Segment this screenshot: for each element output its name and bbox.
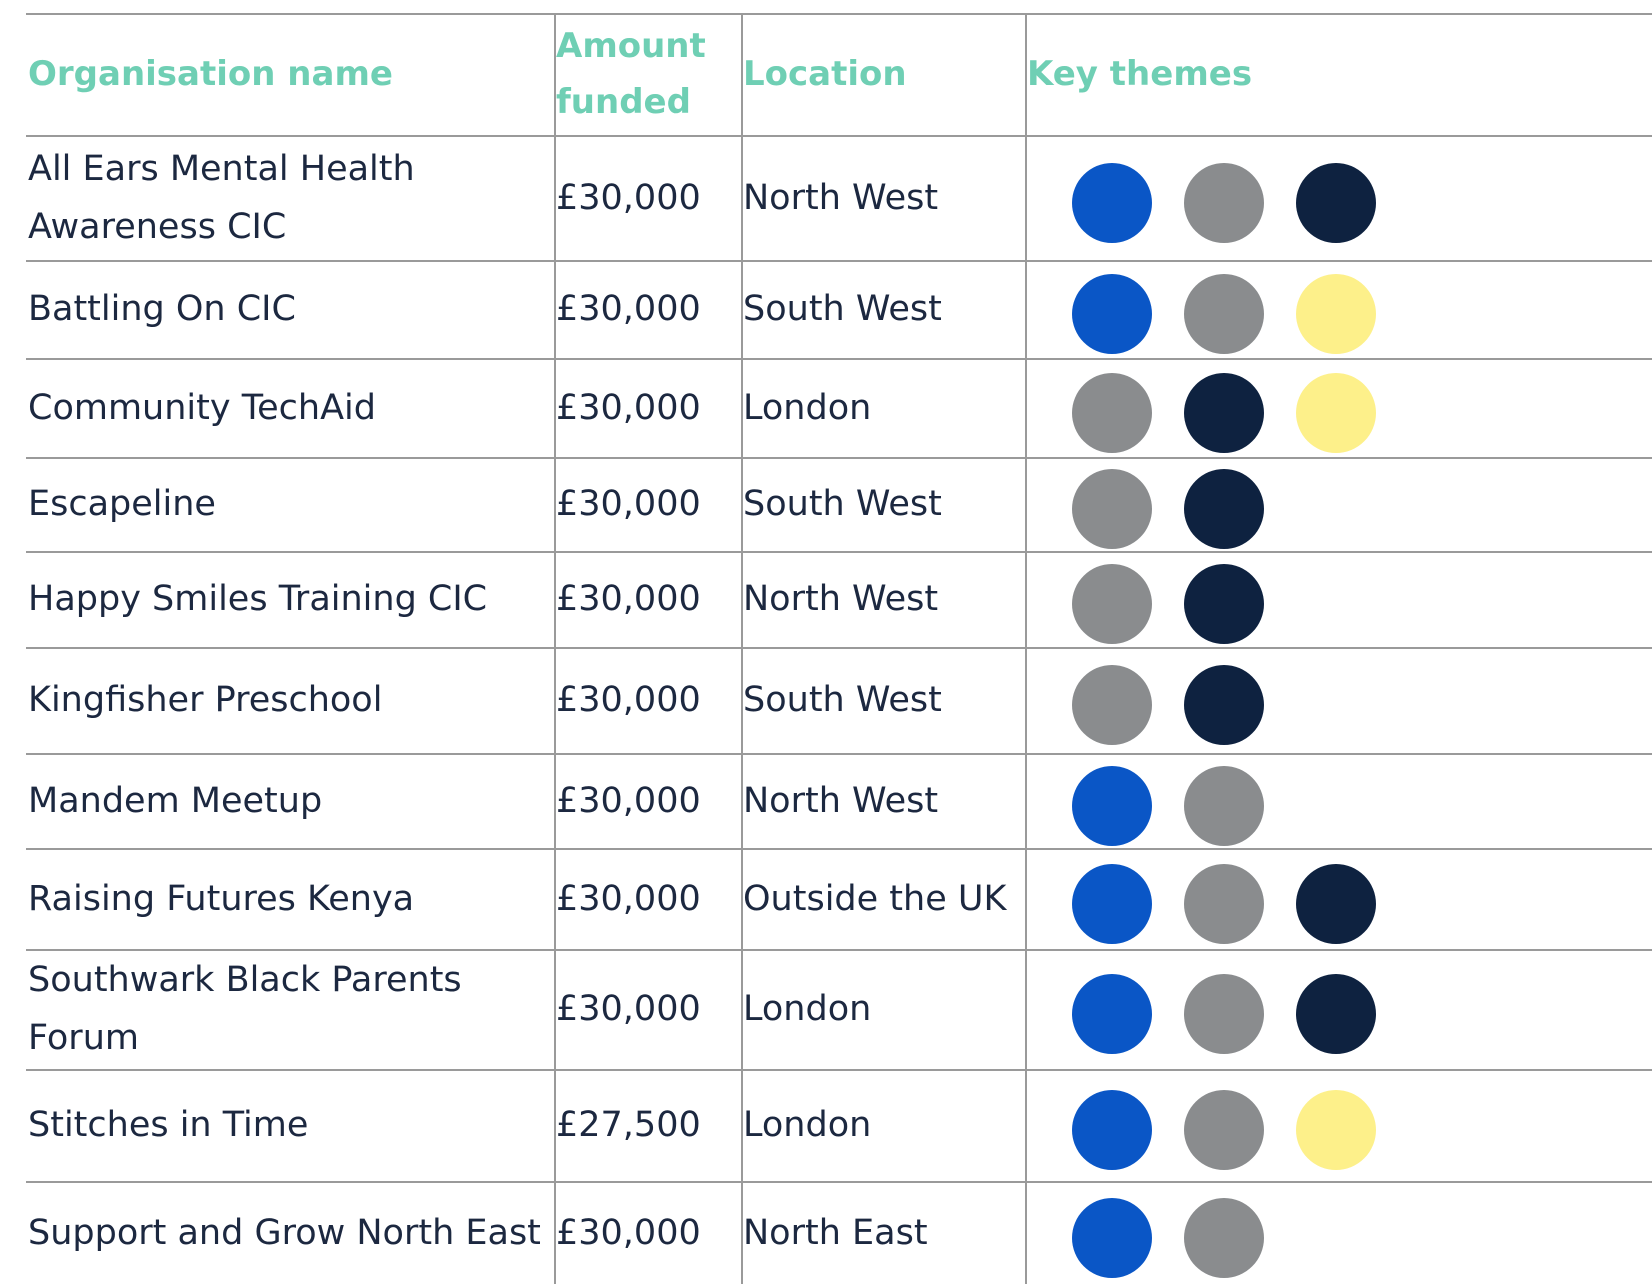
table-cell: Kingfisher Preschool <box>28 680 383 720</box>
table-cell: £30,000 <box>556 780 701 821</box>
theme-dot <box>1296 974 1376 1054</box>
table-cell: North East <box>743 1212 928 1253</box>
theme-dot <box>1184 274 1264 354</box>
table-cell: North West <box>743 579 939 619</box>
table-cell: Community TechAid <box>28 387 376 428</box>
theme-dot <box>1072 274 1152 354</box>
table-cell: London <box>743 989 872 1029</box>
row-border <box>26 358 1652 360</box>
table-cell: £27,500 <box>556 1105 701 1145</box>
column-border <box>1025 13 1027 1284</box>
table-cell: North West <box>743 177 939 218</box>
row-border <box>26 13 1652 15</box>
theme-dot <box>1072 1090 1152 1170</box>
table-cell: Southwark Black Parents Forum <box>28 960 462 1058</box>
theme-dot <box>1072 564 1152 644</box>
table-cell: Outside the UK <box>743 878 1007 919</box>
table-cell: Escapeline <box>28 484 216 524</box>
theme-dot <box>1296 863 1376 944</box>
table-cell: Battling On CIC <box>28 289 296 329</box>
row-border <box>26 1069 1652 1071</box>
row-border <box>26 753 1652 755</box>
table-cell: Support and Grow North East <box>28 1212 541 1253</box>
table-cell: London <box>743 1105 872 1145</box>
row-border <box>26 949 1652 951</box>
theme-dot <box>1184 372 1264 453</box>
table-cell: £30,000 <box>556 989 701 1029</box>
theme-dot <box>1296 1090 1376 1170</box>
table-cell: Mandem Meetup <box>28 780 323 821</box>
theme-dot <box>1072 372 1152 453</box>
theme-dot <box>1072 863 1152 944</box>
column-header: Location <box>743 54 907 94</box>
table-cell: £30,000 <box>556 1212 701 1253</box>
column-header: Organisation name <box>28 54 393 94</box>
table-cell: Raising Futures Kenya <box>28 878 415 919</box>
table-cell: Stitches in Time <box>28 1105 309 1145</box>
theme-dot <box>1296 274 1376 354</box>
theme-dot <box>1184 564 1264 644</box>
table-cell: London <box>743 387 872 428</box>
theme-dot <box>1072 665 1152 745</box>
row-border <box>26 1181 1652 1183</box>
theme-dot <box>1184 665 1264 745</box>
theme-dot <box>1184 1197 1264 1278</box>
row-border <box>26 647 1652 649</box>
column-header: Amount funded <box>556 26 706 122</box>
theme-dot <box>1072 469 1152 549</box>
theme-dot <box>1184 469 1264 549</box>
row-border <box>26 260 1652 262</box>
theme-dot <box>1296 162 1376 243</box>
table-cell: South West <box>743 680 942 720</box>
table-cell: £30,000 <box>556 680 701 720</box>
theme-dot <box>1072 974 1152 1054</box>
table-cell: South West <box>743 289 942 329</box>
table-cell: £30,000 <box>556 878 701 919</box>
theme-dot <box>1184 162 1264 243</box>
theme-dot <box>1072 1197 1152 1278</box>
column-header: Key themes <box>1027 54 1253 94</box>
theme-dot <box>1072 765 1152 846</box>
table-cell: £30,000 <box>556 177 701 218</box>
row-border <box>26 848 1652 850</box>
table-cell: Happy Smiles Training CIC <box>28 579 488 619</box>
row-border <box>26 135 1652 137</box>
table-cell: £30,000 <box>556 484 701 524</box>
table-cell: £30,000 <box>556 579 701 619</box>
theme-dot <box>1072 162 1152 243</box>
row-border <box>26 457 1652 459</box>
theme-dot <box>1184 1090 1264 1170</box>
table-cell: North West <box>743 780 939 821</box>
column-border <box>554 13 556 1284</box>
theme-dot <box>1184 863 1264 944</box>
theme-dot <box>1296 372 1376 453</box>
table-cell: £30,000 <box>556 289 701 329</box>
theme-dot <box>1184 765 1264 846</box>
theme-dot <box>1184 974 1264 1054</box>
table-cell: South West <box>743 484 942 524</box>
table-cell: £30,000 <box>556 387 701 428</box>
table-cell: All Ears Mental Health Awareness CIC <box>28 148 415 247</box>
column-border <box>741 13 743 1284</box>
row-border <box>26 551 1652 553</box>
